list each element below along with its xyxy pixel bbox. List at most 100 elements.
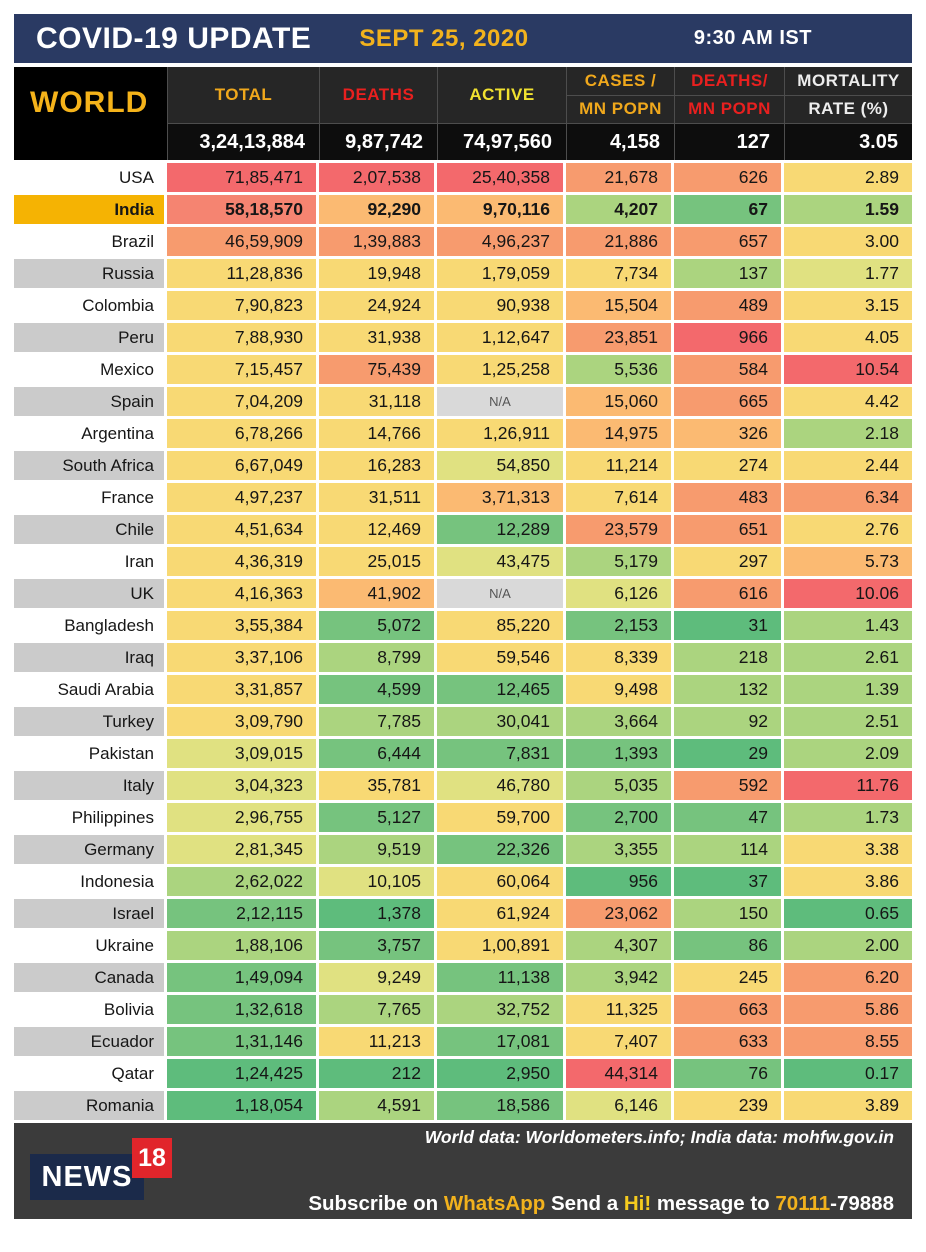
table-row: France 4,97,237 31,511 3,71,313 7,614 483 6.34 xyxy=(14,483,912,512)
value-cell: 2,700 xyxy=(566,803,674,832)
table-row: Indonesia 2,62,022 10,105 60,064 956 37 3.86 xyxy=(14,867,912,896)
value-cell: 14,975 xyxy=(566,419,674,448)
value-cell: 46,780 xyxy=(437,771,566,800)
world-deaths-per-mn: 127 xyxy=(674,124,784,160)
value-cell: 132 xyxy=(674,675,784,704)
value-cell: 4,207 xyxy=(566,195,674,224)
value-cell: 239 xyxy=(674,1091,784,1120)
value-cell: 9,249 xyxy=(319,963,437,992)
table-row: Turkey 3,09,790 7,785 30,041 3,664 92 2.51 xyxy=(14,707,912,736)
country-label: Brazil xyxy=(14,227,167,256)
value-cell: 9,519 xyxy=(319,835,437,864)
value-cell: 1,32,618 xyxy=(167,995,319,1024)
value-cell: 3.86 xyxy=(784,867,912,896)
value-cell: 6,126 xyxy=(566,579,674,608)
value-cell: 31,118 xyxy=(319,387,437,416)
country-label: Pakistan xyxy=(14,739,167,768)
country-label: Bangladesh xyxy=(14,611,167,640)
value-cell: 4,96,237 xyxy=(437,227,566,256)
table-row: Philippines 2,96,755 5,127 59,700 2,700 47 1.7… xyxy=(14,803,912,832)
table-row: Ukraine 1,88,106 3,757 1,00,891 4,307 86 2.00 xyxy=(14,931,912,960)
value-cell: 3,757 xyxy=(319,931,437,960)
world-total-deaths: 9,87,742 xyxy=(319,124,437,160)
value-cell: 1,88,106 xyxy=(167,931,319,960)
world-total-active: 74,97,560 xyxy=(437,124,566,160)
table-row: South Africa 6,67,049 16,283 54,850 11,214 27… xyxy=(14,451,912,480)
value-cell: 5,035 xyxy=(566,771,674,800)
country-label: India xyxy=(14,195,167,224)
news18-logo: NEWS 18 xyxy=(30,1138,182,1204)
value-cell: 2.51 xyxy=(784,707,912,736)
table-row: Peru 7,88,930 31,938 1,12,647 23,851 966 4.05 xyxy=(14,323,912,352)
table-row: Qatar 1,24,425 212 2,950 44,314 76 0.17 xyxy=(14,1059,912,1088)
value-cell: 0.65 xyxy=(784,899,912,928)
hi-label: Hi! xyxy=(623,1191,652,1215)
table-row: Israel 2,12,115 1,378 61,924 23,062 150 0.65 xyxy=(14,899,912,928)
value-cell: 5,072 xyxy=(319,611,437,640)
country-label: South Africa xyxy=(14,451,167,480)
value-cell: 44,314 xyxy=(566,1059,674,1088)
value-cell: 41,902 xyxy=(319,579,437,608)
value-cell: 3,04,323 xyxy=(167,771,319,800)
value-cell: 1,26,911 xyxy=(437,419,566,448)
whatsapp-number-gold: 70111 xyxy=(775,1191,831,1215)
subscribe-line: Subscribe on WhatsApp Send a Hi! message… xyxy=(308,1192,894,1216)
table-row: Iraq 3,37,106 8,799 59,546 8,339 218 2.61 xyxy=(14,643,912,672)
value-cell: 21,886 xyxy=(566,227,674,256)
column-header-mortality: MORTALITY RATE (%) xyxy=(784,67,912,124)
table-row: Ecuador 1,31,146 11,213 17,081 7,407 633 8.55 xyxy=(14,1027,912,1056)
value-cell: 17,081 xyxy=(437,1027,566,1056)
value-cell: 2,950 xyxy=(437,1059,566,1088)
country-label: Iran xyxy=(14,547,167,576)
value-cell: 297 xyxy=(674,547,784,576)
value-cell: 9,70,116 xyxy=(437,195,566,224)
country-label: USA xyxy=(14,163,167,192)
value-cell: 2,07,538 xyxy=(319,163,437,192)
value-cell: 29 xyxy=(674,739,784,768)
value-cell: 11,28,836 xyxy=(167,259,319,288)
value-cell: 137 xyxy=(674,259,784,288)
country-label: Saudi Arabia xyxy=(14,675,167,704)
value-cell: 11,214 xyxy=(566,451,674,480)
table-row: Spain 7,04,209 31,118 N/A 15,060 665 4.42 xyxy=(14,387,912,416)
column-header-label: DEATHS xyxy=(342,85,415,104)
country-label: Philippines xyxy=(14,803,167,832)
value-cell: 86 xyxy=(674,931,784,960)
table-row: Bangladesh 3,55,384 5,072 85,220 2,153 31 1.43 xyxy=(14,611,912,640)
value-cell: 25,40,358 xyxy=(437,163,566,192)
value-cell: 11,325 xyxy=(566,995,674,1024)
value-cell: 5.86 xyxy=(784,995,912,1024)
table-row: Argentina 6,78,266 14,766 1,26,911 14,975 326… xyxy=(14,419,912,448)
table-row: Italy 3,04,323 35,781 46,780 5,035 592 11.76 xyxy=(14,771,912,800)
value-cell: 54,850 xyxy=(437,451,566,480)
column-header-label: DEATHS/ xyxy=(675,67,784,96)
value-cell: 4,36,319 xyxy=(167,547,319,576)
value-cell: 90,938 xyxy=(437,291,566,320)
value-cell: 25,015 xyxy=(319,547,437,576)
value-cell: 956 xyxy=(566,867,674,896)
value-cell: 2,12,115 xyxy=(167,899,319,928)
value-cell: 6,444 xyxy=(319,739,437,768)
table-row: Colombia 7,90,823 24,924 90,938 15,504 489 3.1… xyxy=(14,291,912,320)
value-cell: 12,469 xyxy=(319,515,437,544)
value-cell: 3.38 xyxy=(784,835,912,864)
value-cell: 274 xyxy=(674,451,784,480)
value-cell: 6,78,266 xyxy=(167,419,319,448)
value-cell: 592 xyxy=(674,771,784,800)
value-cell: 626 xyxy=(674,163,784,192)
table-row: Mexico 7,15,457 75,439 1,25,258 5,536 584 10.5… xyxy=(14,355,912,384)
value-cell: 3.15 xyxy=(784,291,912,320)
value-cell: 3,37,106 xyxy=(167,643,319,672)
value-cell: 6,67,049 xyxy=(167,451,319,480)
country-label: Turkey xyxy=(14,707,167,736)
value-cell: 5,536 xyxy=(566,355,674,384)
value-cell: 6,146 xyxy=(566,1091,674,1120)
value-cell: 21,678 xyxy=(566,163,674,192)
value-cell: 4,16,363 xyxy=(167,579,319,608)
value-cell: 1,00,891 xyxy=(437,931,566,960)
value-cell: 32,752 xyxy=(437,995,566,1024)
value-cell: 10.06 xyxy=(784,579,912,608)
value-cell: 15,060 xyxy=(566,387,674,416)
country-label: Germany xyxy=(14,835,167,864)
value-cell: 14,766 xyxy=(319,419,437,448)
